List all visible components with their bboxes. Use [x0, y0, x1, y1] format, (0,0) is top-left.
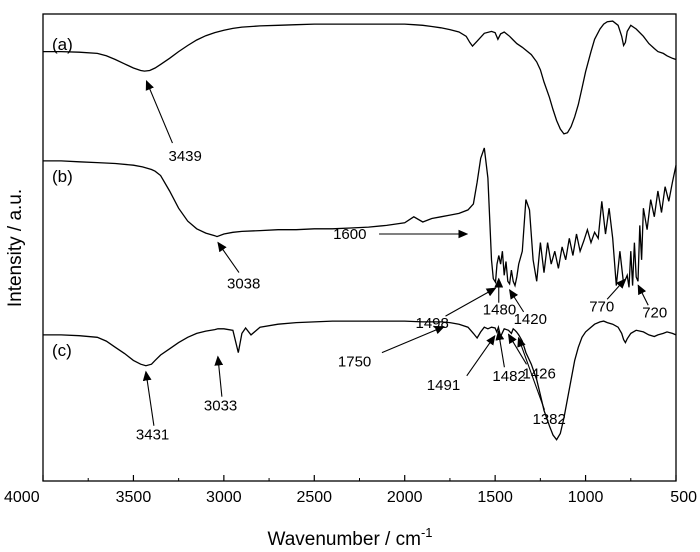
annotation-label-1480: 1480 — [483, 302, 516, 319]
annotation-label-1750: 1750 — [338, 354, 371, 371]
annotation-label-770: 770 — [589, 298, 614, 315]
annotation-arrow-770 — [606, 278, 626, 300]
annotation-arrow-720 — [637, 284, 649, 306]
x-tick-label-2500: 2500 — [296, 489, 332, 506]
series-label-3: (c) — [52, 341, 72, 360]
panel-labels: (a) (b) (c) — [52, 35, 73, 360]
annotation-label-3033: 3033 — [204, 398, 237, 415]
x-tick-label-4000: 4000 — [4, 489, 40, 506]
annotation-label-1382: 1382 — [533, 411, 566, 428]
annotation-arrow-1420 — [509, 288, 525, 313]
x-tick-label-500: 500 — [670, 489, 697, 506]
annotation-label-1420: 1420 — [514, 311, 547, 328]
series-line-3 — [43, 320, 677, 441]
x-tick-label-3000: 3000 — [206, 489, 242, 506]
x-tick-label-1500: 1500 — [477, 489, 513, 506]
annotation-arrow-3431 — [142, 370, 155, 426]
annotation-label-1491: 1491 — [427, 377, 460, 394]
series-label-1: (a) — [52, 35, 73, 54]
annotation-label-1482: 1482 — [492, 368, 525, 385]
annotation-arrow-1382 — [517, 336, 546, 411]
annotation-label-1426: 1426 — [523, 365, 556, 382]
annotation-arrow-3033 — [214, 355, 224, 397]
x-axis-title: Wavenumber / cm-1 — [267, 525, 432, 550]
annotation-label-1498: 1498 — [416, 315, 449, 332]
series-label-2: (b) — [52, 167, 73, 186]
x-tick-label-2000: 2000 — [387, 489, 423, 506]
series-line-2 — [43, 147, 677, 288]
annotation-arrow-1750 — [381, 325, 445, 354]
annotation-label-3439: 3439 — [169, 148, 202, 165]
annotation-arrow-1498 — [445, 287, 497, 317]
annotation-arrow-1426 — [507, 333, 527, 365]
x-axis-title-superscript: -1 — [421, 525, 433, 540]
x-axis-ticks: 4000 3500 3000 2500 2000 1500 1000 500 — [4, 475, 697, 506]
annotation-label-720: 720 — [642, 304, 667, 321]
x-tick-label-3500: 3500 — [116, 489, 152, 506]
annotation-arrow-3038 — [217, 241, 240, 273]
annotation-label-1600: 1600 — [333, 226, 366, 243]
annotation-arrow-1491 — [466, 334, 496, 377]
x-tick-label-1000: 1000 — [568, 489, 604, 506]
annotation-arrow-3439 — [145, 80, 173, 144]
annotation-label-3038: 3038 — [227, 276, 260, 293]
y-axis-title: Intensity / a.u. — [5, 189, 26, 307]
annotation-arrow-1482 — [495, 330, 505, 368]
series-line-1 — [43, 20, 677, 135]
annotation-label-3431: 3431 — [136, 427, 169, 444]
